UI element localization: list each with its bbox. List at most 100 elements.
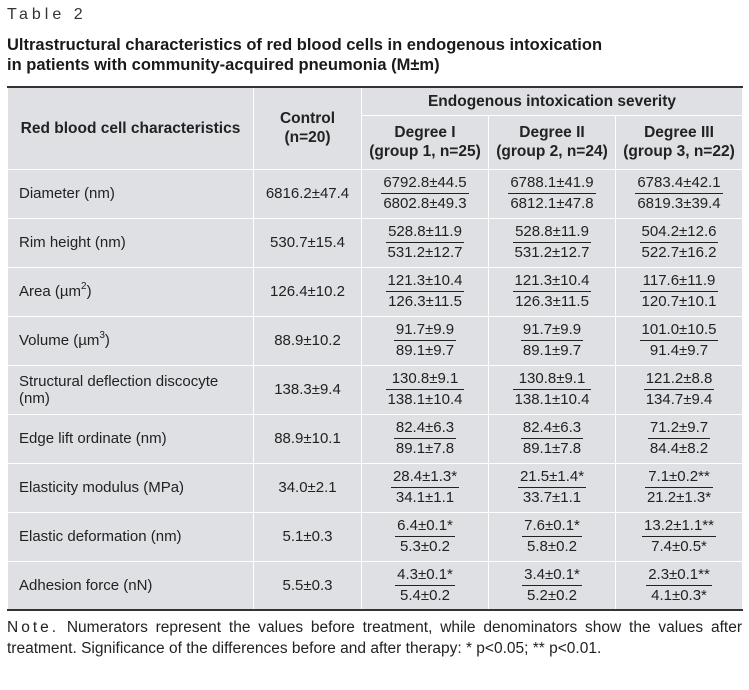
before-after-fraction: 6788.1±41.9 6812.1±47.8 bbox=[508, 173, 596, 214]
value-after-treatment: 6802.8±49.3 bbox=[383, 195, 467, 212]
before-after-fraction: 121.3±10.4 126.3±11.5 bbox=[512, 271, 592, 312]
degree-2-cell: 82.4±6.3 89.1±7.8 bbox=[488, 413, 616, 464]
row-label: Elastic deformation (nm) bbox=[7, 511, 254, 562]
before-after-fraction: 6792.8±44.5 6802.8±49.3 bbox=[381, 173, 469, 214]
value-after-treatment: 120.7±10.1 bbox=[641, 293, 717, 310]
control-value: 5.1±0.3 bbox=[253, 511, 362, 562]
row-label: Volume (µm3) bbox=[7, 315, 254, 366]
header-degree-3: Degree III (group 3, n=22) bbox=[615, 114, 743, 170]
before-after-fraction: 82.4±6.3 89.1±7.8 bbox=[520, 418, 584, 459]
before-after-fraction: 13.2±1.1** 7.4±0.5* bbox=[642, 516, 716, 557]
before-after-fraction: 528.8±11.9 531.2±12.7 bbox=[512, 222, 592, 263]
value-before-treatment: 82.4±6.3 bbox=[520, 418, 584, 439]
degree-3-cell: 2.3±0.1** 4.1±0.3* bbox=[615, 560, 743, 611]
degree-2-cell: 121.3±10.4 126.3±11.5 bbox=[488, 266, 616, 317]
degree-2-cell: 7.6±0.1* 5.8±0.2 bbox=[488, 511, 616, 562]
value-before-treatment: 4.3±0.1* bbox=[395, 565, 455, 586]
before-after-fraction: 504.2±12.6 522.7±16.2 bbox=[639, 222, 719, 263]
value-after-treatment: 4.1±0.3* bbox=[651, 586, 707, 604]
row-label: Elasticity modulus (MPa) bbox=[7, 462, 254, 513]
before-after-fraction: 91.7±9.9 89.1±9.7 bbox=[393, 320, 457, 361]
before-after-fraction: 528.8±11.9 531.2±12.7 bbox=[385, 222, 465, 263]
before-after-fraction: 3.4±0.1* 5.2±0.2 bbox=[522, 565, 582, 606]
header-degree-1: Degree I (group 1, n=25) bbox=[361, 114, 489, 170]
before-after-fraction: 7.1±0.2** 21.2±1.3* bbox=[644, 467, 714, 508]
value-before-treatment: 101.0±10.5 bbox=[639, 320, 719, 341]
header-degree-3-subtitle: (group 3, n=22) bbox=[623, 143, 735, 160]
value-before-treatment: 6788.1±41.9 bbox=[508, 173, 596, 194]
degree-1-cell: 130.8±9.1 138.1±10.4 bbox=[361, 364, 489, 415]
control-value: 530.7±15.4 bbox=[253, 217, 362, 268]
degree-2-cell: 528.8±11.9 531.2±12.7 bbox=[488, 217, 616, 268]
degree-2-cell: 3.4±0.1* 5.2±0.2 bbox=[488, 560, 616, 611]
before-after-fraction: 91.7±9.9 89.1±9.7 bbox=[520, 320, 584, 361]
value-before-treatment: 3.4±0.1* bbox=[522, 565, 582, 586]
header-control-line-1: Control bbox=[279, 110, 336, 128]
degree-1-cell: 82.4±6.3 89.1±7.8 bbox=[361, 413, 489, 464]
value-before-treatment: 71.2±9.7 bbox=[647, 418, 711, 439]
control-value: 5.5±0.3 bbox=[253, 560, 362, 611]
row-label: Rim height (nm) bbox=[7, 217, 254, 268]
degree-1-cell: 91.7±9.9 89.1±9.7 bbox=[361, 315, 489, 366]
row-label: Structural deflection discocyte (nm) bbox=[7, 364, 254, 415]
degree-2-cell: 6788.1±41.9 6812.1±47.8 bbox=[488, 168, 616, 219]
table-row: Edge lift ordinate (nm) 88.9±10.1 82.4±6.3… bbox=[7, 413, 743, 464]
caption-line-1: Ultrastructural characteristics of red b… bbox=[7, 36, 603, 54]
value-after-treatment: 89.1±7.8 bbox=[395, 440, 455, 457]
value-after-treatment: 5.8±0.2 bbox=[527, 538, 577, 555]
header-characteristics: Red blood cell characteristics bbox=[7, 86, 254, 170]
header-degree-1-subtitle: (group 1, n=25) bbox=[369, 143, 481, 160]
table-row: Rim height (nm) 530.7±15.4 528.8±11.9 531.2… bbox=[7, 217, 743, 268]
value-before-treatment: 82.4±6.3 bbox=[393, 418, 457, 439]
value-before-treatment: 121.3±10.4 bbox=[385, 271, 465, 292]
value-before-treatment: 528.8±11.9 bbox=[385, 222, 465, 243]
header-degree-1-title: Degree I bbox=[394, 124, 456, 141]
row-label-text: Elastic deformation (nm) bbox=[19, 528, 182, 545]
before-after-fraction: 6783.4±42.1 6819.3±39.4 bbox=[635, 173, 723, 214]
value-after-treatment: 89.1±7.8 bbox=[522, 440, 582, 457]
value-before-treatment: 6.4±0.1* bbox=[395, 516, 455, 537]
table-note: Note. Numerators represent the values be… bbox=[7, 617, 742, 659]
value-after-treatment: 91.4±9.7 bbox=[649, 342, 709, 359]
value-before-treatment: 117.6±11.9 bbox=[639, 271, 719, 292]
degree-3-cell: 117.6±11.9 120.7±10.1 bbox=[615, 266, 743, 317]
table-row: Diameter (nm) 6816.2±47.4 6792.8±44.5 6802.… bbox=[7, 168, 743, 219]
degree-2-cell: 130.8±9.1 138.1±10.4 bbox=[488, 364, 616, 415]
row-label: Area (µm2) bbox=[7, 266, 254, 317]
results-table: Red blood cell characteristics Control (… bbox=[7, 86, 743, 611]
table-caption: Ultrastructural characteristics of red b… bbox=[7, 35, 742, 75]
header-degree-3-title: Degree III bbox=[644, 124, 714, 141]
row-label-text: Area (µm bbox=[19, 283, 81, 300]
table-row: Structural deflection discocyte (nm) 138.… bbox=[7, 364, 743, 415]
control-value: 126.4±10.2 bbox=[253, 266, 362, 317]
value-after-treatment: 522.7±16.2 bbox=[641, 244, 717, 261]
before-after-fraction: 21.5±1.4* 33.7±1.1 bbox=[517, 467, 587, 508]
value-before-treatment: 130.8±9.1 bbox=[385, 369, 465, 390]
control-value: 6816.2±47.4 bbox=[253, 168, 362, 219]
before-after-fraction: 28.4±1.3* 34.1±1.1 bbox=[390, 467, 460, 508]
degree-3-cell: 121.2±8.8 134.7±9.4 bbox=[615, 364, 743, 415]
before-after-fraction: 121.2±8.8 134.7±9.4 bbox=[643, 369, 715, 410]
before-after-fraction: 82.4±6.3 89.1±7.8 bbox=[393, 418, 457, 459]
table-row: Area (µm2) 126.4±10.2 121.3±10.4 126.3±11.5… bbox=[7, 266, 743, 317]
value-after-treatment: 138.1±10.4 bbox=[514, 391, 590, 408]
value-after-treatment: 84.4±8.2 bbox=[649, 440, 709, 457]
value-before-treatment: 6792.8±44.5 bbox=[381, 173, 469, 194]
header-severity-group: Endogenous intoxication severity bbox=[361, 86, 743, 116]
value-before-treatment: 28.4±1.3* bbox=[390, 467, 460, 488]
value-before-treatment: 504.2±12.6 bbox=[639, 222, 719, 243]
before-after-fraction: 2.3±0.1** 4.1±0.3* bbox=[646, 565, 712, 606]
degree-2-cell: 91.7±9.9 89.1±9.7 bbox=[488, 315, 616, 366]
header-control: Control (n=20) bbox=[253, 86, 362, 170]
value-before-treatment: 21.5±1.4* bbox=[517, 467, 587, 488]
degree-1-cell: 528.8±11.9 531.2±12.7 bbox=[361, 217, 489, 268]
degree-3-cell: 71.2±9.7 84.4±8.2 bbox=[615, 413, 743, 464]
row-label-text: Diameter (nm) bbox=[19, 185, 115, 202]
value-after-treatment: 21.2±1.3* bbox=[646, 489, 712, 506]
value-after-treatment: 7.4±0.5* bbox=[651, 538, 707, 555]
before-after-fraction: 7.6±0.1* 5.8±0.2 bbox=[522, 516, 582, 557]
row-label-suffix: ) bbox=[86, 283, 92, 300]
degree-1-cell: 4.3±0.1* 5.4±0.2 bbox=[361, 560, 489, 611]
value-after-treatment: 531.2±12.7 bbox=[387, 244, 463, 261]
